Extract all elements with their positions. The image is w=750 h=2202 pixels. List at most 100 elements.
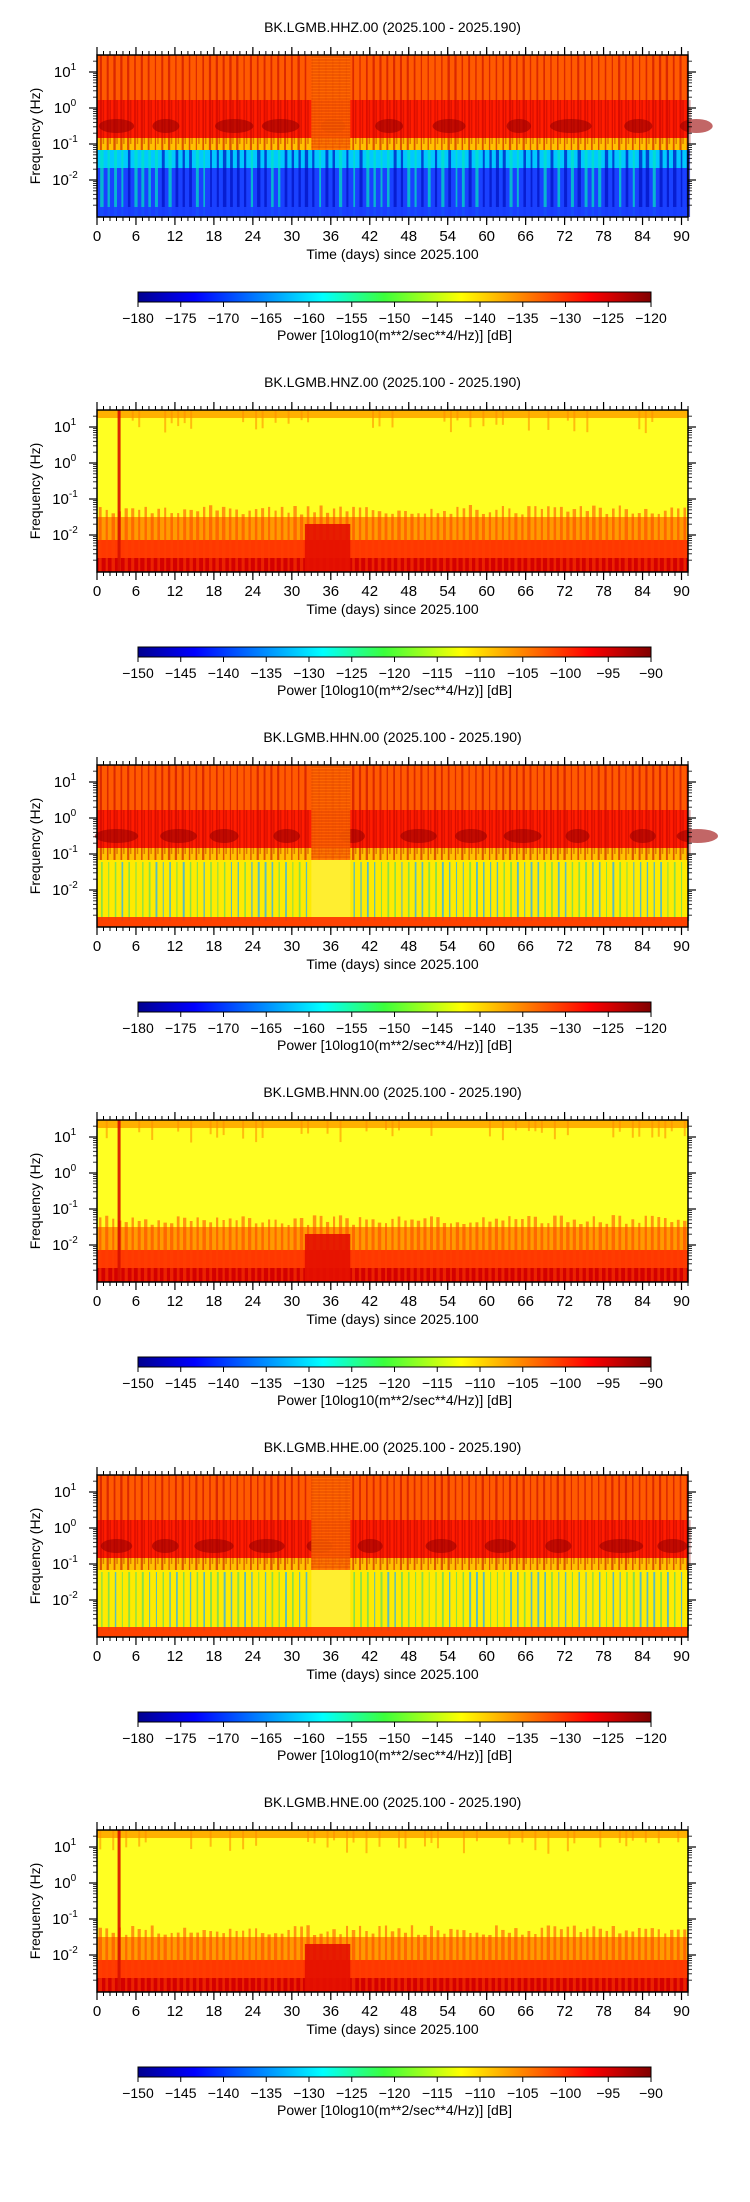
y-tick-label: 100 xyxy=(54,1873,77,1892)
colorbar-tick-label: −115 xyxy=(422,1375,453,1391)
spectrogram-panel-1: BK.LGMB.HHZ.00 (2025.100 - 2025.190) 0 6 12… xyxy=(27,19,713,343)
colorbar: −180 −175 −170 −165 −160 −155 −150 −145 −140 −135… xyxy=(122,291,667,343)
colorbar-tick-label: −125 xyxy=(592,1020,624,1036)
colorbar-tick-label: −105 xyxy=(507,665,539,681)
x-tick-label: 90 xyxy=(673,2003,690,2020)
y-tick-label: 10-1 xyxy=(52,489,78,508)
colorbar-tick-label: −100 xyxy=(550,2085,582,2101)
x-tick-label: 78 xyxy=(595,228,612,245)
colorbar-tick-label: −145 xyxy=(421,310,453,326)
y-tick-label: 101 xyxy=(54,1482,77,1501)
y-tick-label: 10-1 xyxy=(52,1554,78,1573)
x-tick-label: 30 xyxy=(283,228,300,245)
x-tick-label: 54 xyxy=(439,2003,456,2020)
x-tick-label: 18 xyxy=(206,938,223,955)
x-tick-label: 42 xyxy=(361,2003,378,2020)
y-tick-label: 101 xyxy=(54,772,77,791)
x-tick-label: 66 xyxy=(517,228,534,245)
colorbar-tick-label: −150 xyxy=(122,665,154,681)
x-tick-label: 90 xyxy=(673,228,690,245)
x-tick-label: 66 xyxy=(517,1293,534,1310)
x-tick-label: 60 xyxy=(478,2003,495,2020)
x-tick-label: 66 xyxy=(517,938,534,955)
x-tick-label: 30 xyxy=(283,583,300,600)
heatmap-area xyxy=(97,55,713,217)
x-tick-label: 24 xyxy=(245,228,262,245)
colorbar-tick-label: −130 xyxy=(550,1020,582,1036)
colorbar-tick-label: −100 xyxy=(550,1375,582,1391)
x-tick-label: 42 xyxy=(361,583,378,600)
colorbar-gradient xyxy=(137,1711,652,1723)
colorbar-tick-label: −135 xyxy=(250,665,282,681)
colorbar: −150 −145 −140 −135 −130 −125 −120 −115 −110 −105… xyxy=(122,1356,663,1408)
x-axis-label: Time (days) since 2025.100 xyxy=(306,601,478,617)
x-tick-label: 84 xyxy=(634,1648,651,1665)
colorbar-tick-label: −120 xyxy=(635,1020,667,1036)
x-axis-label: Time (days) since 2025.100 xyxy=(306,1311,478,1327)
colorbar-tick-label: −145 xyxy=(165,2085,197,2101)
x-tick-label: 18 xyxy=(206,1648,223,1665)
x-tick-label: 72 xyxy=(556,2003,573,2020)
colorbar-tick-label: −95 xyxy=(596,665,620,681)
spectrogram-panel-3: BK.LGMB.HHN.00 (2025.100 - 2025.190) 0 6 12… xyxy=(27,729,719,1053)
y-tick-label: 10-1 xyxy=(52,844,78,863)
x-tick-label: 90 xyxy=(673,1648,690,1665)
colorbar-label: Power [10log10(m**2/sec**4/Hz)] [dB] xyxy=(277,2102,512,2118)
y-tick-label: 10-1 xyxy=(52,1199,78,1218)
colorbar-tick-label: −140 xyxy=(464,1020,496,1036)
colorbar-tick-label: −155 xyxy=(336,1020,368,1036)
x-tick-label: 72 xyxy=(556,583,573,600)
x-tick-label: 36 xyxy=(322,1648,339,1665)
x-tick-label: 12 xyxy=(167,2003,184,2020)
x-tick-label: 48 xyxy=(400,938,417,955)
x-tick-label: 84 xyxy=(634,938,651,955)
colorbar-tick-label: −130 xyxy=(550,310,582,326)
colorbar-tick-label: −115 xyxy=(422,665,453,681)
x-tick-label: 18 xyxy=(206,228,223,245)
colorbar: −150 −145 −140 −135 −130 −125 −120 −115 −110 −105… xyxy=(122,2066,663,2118)
x-tick-label: 6 xyxy=(132,938,140,955)
colorbar-tick-label: −95 xyxy=(596,1375,620,1391)
x-tick-label: 36 xyxy=(322,228,339,245)
x-tick-label: 0 xyxy=(93,228,101,245)
x-tick-label: 12 xyxy=(167,228,184,245)
y-tick-label: 101 xyxy=(54,417,77,436)
colorbar-tick-label: −130 xyxy=(293,1375,325,1391)
x-tick-label: 54 xyxy=(439,1293,456,1310)
x-tick-label: 54 xyxy=(439,938,456,955)
spectrogram-panel-5: BK.LGMB.HHE.00 (2025.100 - 2025.190) 0 6 12… xyxy=(27,1439,696,1763)
colorbar-tick-label: −125 xyxy=(336,2085,368,2101)
plot-frame xyxy=(96,1829,689,1993)
colorbar-tick-label: −105 xyxy=(507,1375,539,1391)
plot-frame xyxy=(96,1474,689,1638)
x-tick-label: 72 xyxy=(556,938,573,955)
x-tick-label: 6 xyxy=(132,1293,140,1310)
x-tick-label: 12 xyxy=(167,938,184,955)
x-tick-label: 78 xyxy=(595,1293,612,1310)
colorbar-tick-label: −90 xyxy=(639,1375,663,1391)
x-tick-label: 0 xyxy=(93,938,101,955)
x-tick-label: 6 xyxy=(132,228,140,245)
x-tick-label: 90 xyxy=(673,1293,690,1310)
colorbar-tick-label: −130 xyxy=(550,1730,582,1746)
colorbar-tick-label: −150 xyxy=(379,1020,411,1036)
colorbar-label: Power [10log10(m**2/sec**4/Hz)] [dB] xyxy=(277,327,512,343)
y-axis-label: Frequency (Hz) xyxy=(27,1863,43,1959)
x-tick-label: 24 xyxy=(245,938,262,955)
colorbar-tick-label: −125 xyxy=(592,310,624,326)
x-tick-label: 42 xyxy=(361,1293,378,1310)
y-tick-label: 10-2 xyxy=(52,880,78,899)
heatmap-area xyxy=(97,1830,688,1992)
heatmap-area xyxy=(97,410,688,572)
x-tick-label: 84 xyxy=(634,2003,651,2020)
x-axis-label: Time (days) since 2025.100 xyxy=(306,246,478,262)
colorbar-tick-label: −110 xyxy=(465,1375,496,1391)
colorbar-tick-label: −135 xyxy=(507,310,539,326)
colorbar-tick-label: −145 xyxy=(165,665,197,681)
plot-frame xyxy=(96,1119,689,1283)
y-tick-label: 10-1 xyxy=(52,134,78,153)
x-tick-label: 36 xyxy=(322,2003,339,2020)
x-tick-label: 48 xyxy=(400,1293,417,1310)
colorbar-tick-label: −175 xyxy=(165,1020,197,1036)
colorbar-tick-label: −145 xyxy=(421,1020,453,1036)
